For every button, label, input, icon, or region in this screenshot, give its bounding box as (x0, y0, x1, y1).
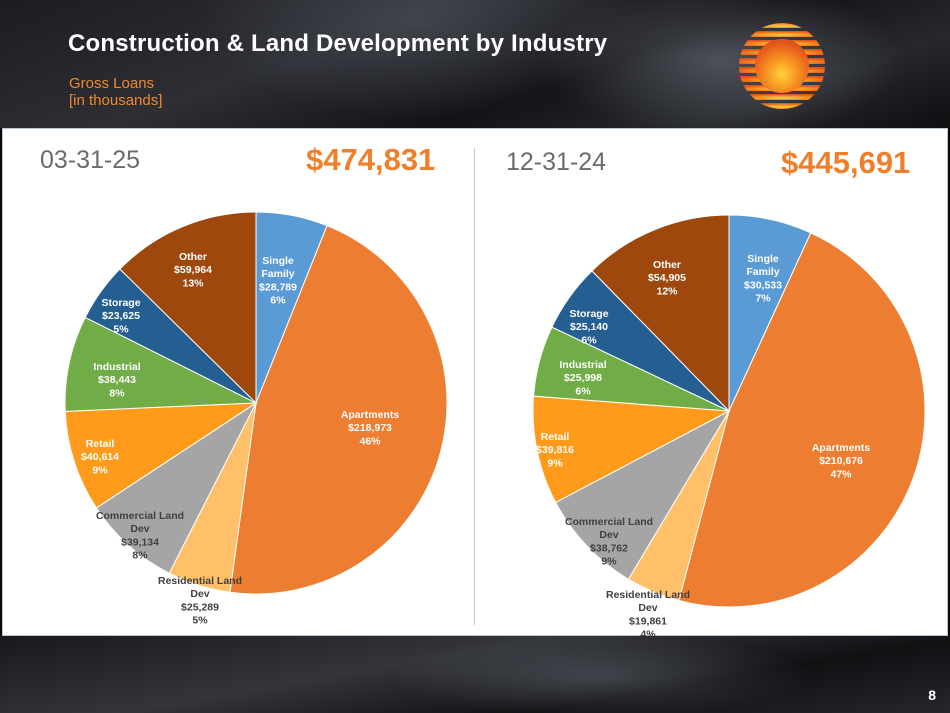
slice-label-single-family: Single Family $30,533 7% (744, 253, 782, 304)
slice-label-storage: Storage $23,625 5% (101, 297, 140, 335)
slice-label-residential-land-dev: Residential Land Dev $25,289 5% (158, 575, 242, 626)
pie-slice-commercial-land-dev (95, 401, 258, 574)
slice-label-retail: Retail $39,816 9% (536, 431, 574, 469)
subtitle: Gross Loans [in thousands] (69, 75, 162, 109)
slice-label-residential-land-dev: Residential Land Dev $19,861 4% (606, 589, 690, 640)
right-total-label: $445,691 (781, 145, 911, 180)
pie-slice-other (119, 211, 257, 405)
slice-label-other: Other $59,964 13% (174, 251, 212, 289)
slice-label-apartments: Apartments $218,973 46% (341, 409, 400, 447)
pie-slice-other (591, 214, 730, 413)
slice-label-industrial: Industrial $25,998 6% (559, 359, 606, 397)
company-logo-icon (739, 23, 825, 109)
panel-divider (474, 148, 475, 625)
slice-label-industrial: Industrial $38,443 8% (93, 361, 140, 399)
right-date-label: 12-31-24 (506, 148, 607, 176)
footer-background (0, 636, 950, 713)
subtitle-line-2: [in thousands] (69, 92, 163, 109)
slice-label-storage: Storage $25,140 6% (569, 308, 608, 346)
pie-slice-apartments (678, 232, 926, 608)
page-title: Construction & Land Development by Indus… (68, 30, 608, 57)
page-number: 8 (928, 687, 936, 703)
pie-slice-commercial-land-dev (554, 409, 731, 580)
left-total-label: $474,831 (306, 142, 436, 177)
pie-slice-retail (532, 395, 731, 504)
slice-label-other: Other $54,905 12% (648, 259, 686, 297)
slice-label-retail: Retail $40,614 9% (81, 438, 119, 476)
slice-label-commercial-land-dev: Commercial Land Dev $38,762 9% (565, 516, 653, 567)
pie-slice-industrial (64, 316, 258, 412)
slice-label-commercial-land-dev: Commercial Land Dev $39,134 8% (96, 510, 184, 561)
slice-label-single-family: Single Family $28,789 6% (259, 255, 297, 306)
pie-slice-apartments (229, 225, 448, 595)
subtitle-line-1: Gross Loans (69, 75, 155, 92)
slice-label-apartments: Apartments $210,676 47% (812, 442, 871, 480)
pie-slice-retail (64, 402, 258, 509)
left-date-label: 03-31-25 (40, 146, 141, 174)
